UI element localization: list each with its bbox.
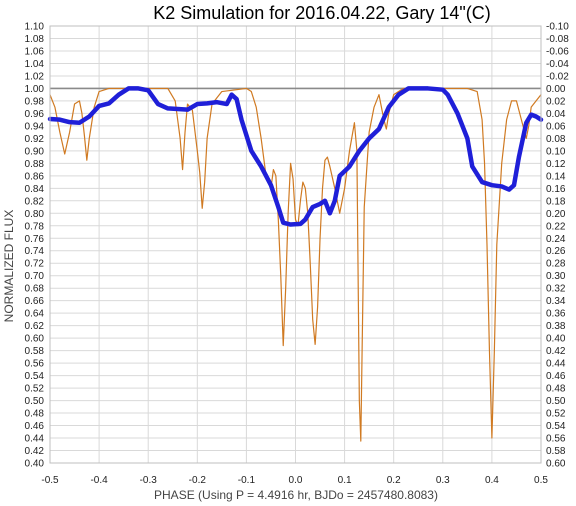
y2-tick-label: -0.02 <box>546 71 569 82</box>
y2-tick-label: 0.22 <box>546 221 566 232</box>
y-tick-label: 0.44 <box>25 434 45 445</box>
y2-tick-label: 0.50 <box>546 396 566 407</box>
x-tick-label: 0.4 <box>485 475 499 486</box>
y-tick-labels: 0.40 0.420.44 0.460.48 0.500.52 0.540.56 0.58… <box>25 22 45 470</box>
y2-tick-label: 0.24 <box>546 234 566 245</box>
y2-tick-labels: -0.10-0.08-0.06-0.04-0.020.000.020.040.0… <box>546 22 569 470</box>
y-tick-label: 0.40 <box>25 459 45 470</box>
y2-tick-label: 0.00 <box>546 84 566 95</box>
y2-tick-label: 0.32 <box>546 284 566 295</box>
y2-tick-label: -0.06 <box>546 46 569 57</box>
y-tick-label: 0.68 <box>25 284 45 295</box>
y2-tick-label: -0.08 <box>546 34 569 45</box>
y-tick-label: 0.96 <box>25 109 45 120</box>
y-tick-label: 0.46 <box>25 421 45 432</box>
y-tick-label: 0.84 <box>25 184 45 195</box>
y2-tick-label: 0.28 <box>546 259 566 270</box>
x-axis-label: PHASE (Using P = 4.4916 hr, BJDo = 24574… <box>154 488 438 502</box>
simulated-flux-line <box>49 87 542 442</box>
y-tick-label: 1.08 <box>25 34 45 45</box>
x-tick-label: 0.5 <box>534 475 548 486</box>
y-tick-label: 0.72 <box>25 259 45 270</box>
x-tick-labels: -0.5 -0.4 -0.3 -0.2 -0.1 0.0 0.1 0.2 0.3 0.4 0.5 <box>41 475 548 486</box>
y-axis-label: NORMALIZED FLUX <box>2 210 16 323</box>
y2-tick-label: 0.02 <box>546 96 566 107</box>
y-tick-label: 0.74 <box>25 246 45 257</box>
y2-tick-label: 0.18 <box>546 196 566 207</box>
y2-tick-label: 0.54 <box>546 421 566 432</box>
y2-tick-label: 0.52 <box>546 409 566 420</box>
y-tick-label: 1.00 <box>25 84 45 95</box>
y2-tick-label: -0.10 <box>546 22 569 33</box>
y-tick-label: 0.48 <box>25 409 45 420</box>
y-tick-label: 0.78 <box>25 221 45 232</box>
observed-flux-line <box>47 86 544 227</box>
chart-title: K2 Simulation for 2016.04.22, Gary 14"(C… <box>153 3 491 23</box>
y2-tick-label: 0.38 <box>546 321 566 332</box>
y2-tick-label: 0.46 <box>546 371 566 382</box>
y-tick-label: 0.50 <box>25 396 45 407</box>
x-tick-label: -0.5 <box>41 475 59 486</box>
y2-tick-label: 0.60 <box>546 459 566 470</box>
x-tick-label: -0.1 <box>238 475 256 486</box>
x-tick-label: -0.4 <box>90 475 108 486</box>
x-tick-label: 0.3 <box>436 475 450 486</box>
y2-tick-label: 0.44 <box>546 359 566 370</box>
y-tick-label: 0.66 <box>25 296 45 307</box>
x-tick-label: -0.3 <box>140 475 158 486</box>
y2-tick-label: 0.16 <box>546 184 566 195</box>
y2-tick-label: 0.36 <box>546 309 566 320</box>
y2-tick-label: 0.30 <box>546 271 566 282</box>
x-tick-label: 0.2 <box>387 475 401 486</box>
y-tick-label: 0.82 <box>25 196 45 207</box>
y2-tick-label: 0.08 <box>546 134 566 145</box>
y2-tick-label: 0.06 <box>546 121 566 132</box>
y2-tick-label: 0.40 <box>546 334 566 345</box>
y2-tick-label: 0.34 <box>546 296 566 307</box>
y2-tick-label: 0.56 <box>546 434 566 445</box>
y-tick-label: 0.42 <box>25 446 45 457</box>
y-tick-label: 0.52 <box>25 384 45 395</box>
y2-tick-label: 0.10 <box>546 146 566 157</box>
y-tick-label: 0.94 <box>25 121 45 132</box>
y-tick-label: 1.04 <box>25 59 45 70</box>
y2-tick-label: 0.20 <box>546 209 566 220</box>
y-tick-label: 0.56 <box>25 359 45 370</box>
y-tick-label: 0.54 <box>25 371 45 382</box>
y2-tick-label: -0.04 <box>546 59 569 70</box>
y-tick-label: 0.64 <box>25 309 45 320</box>
y-tick-label: 0.60 <box>25 334 45 345</box>
x-tick-label: -0.2 <box>189 475 207 486</box>
y2-tick-label: 0.04 <box>546 109 566 120</box>
y-tick-label: 1.06 <box>25 46 45 57</box>
y-tick-label: 1.02 <box>25 71 45 82</box>
y-tick-label: 0.80 <box>25 209 45 220</box>
plot-frame <box>49 25 542 464</box>
plot-border <box>49 25 542 464</box>
y-tick-label: 0.62 <box>25 321 45 332</box>
y-tick-label: 0.76 <box>25 234 45 245</box>
y-tick-label: 0.58 <box>25 346 45 357</box>
y-tick-label: 0.86 <box>25 171 45 182</box>
x-tick-label: 0.1 <box>338 475 352 486</box>
y-tick-label: 0.70 <box>25 271 45 282</box>
y2-tick-label: 0.26 <box>546 246 566 257</box>
plot-series <box>47 86 544 442</box>
y2-tick-label: 0.48 <box>546 384 566 395</box>
y-tick-label: 0.92 <box>25 134 45 145</box>
y-tick-label: 1.10 <box>25 22 45 33</box>
y2-tick-label: 0.14 <box>546 171 566 182</box>
y2-tick-label: 0.58 <box>546 446 566 457</box>
y-tick-label: 0.98 <box>25 96 45 107</box>
y2-tick-label: 0.12 <box>546 159 566 170</box>
y2-tick-label: 0.42 <box>546 346 566 357</box>
x-tick-label: 0.0 <box>289 475 303 486</box>
y-tick-label: 0.88 <box>25 159 45 170</box>
y-tick-label: 0.90 <box>25 146 45 157</box>
